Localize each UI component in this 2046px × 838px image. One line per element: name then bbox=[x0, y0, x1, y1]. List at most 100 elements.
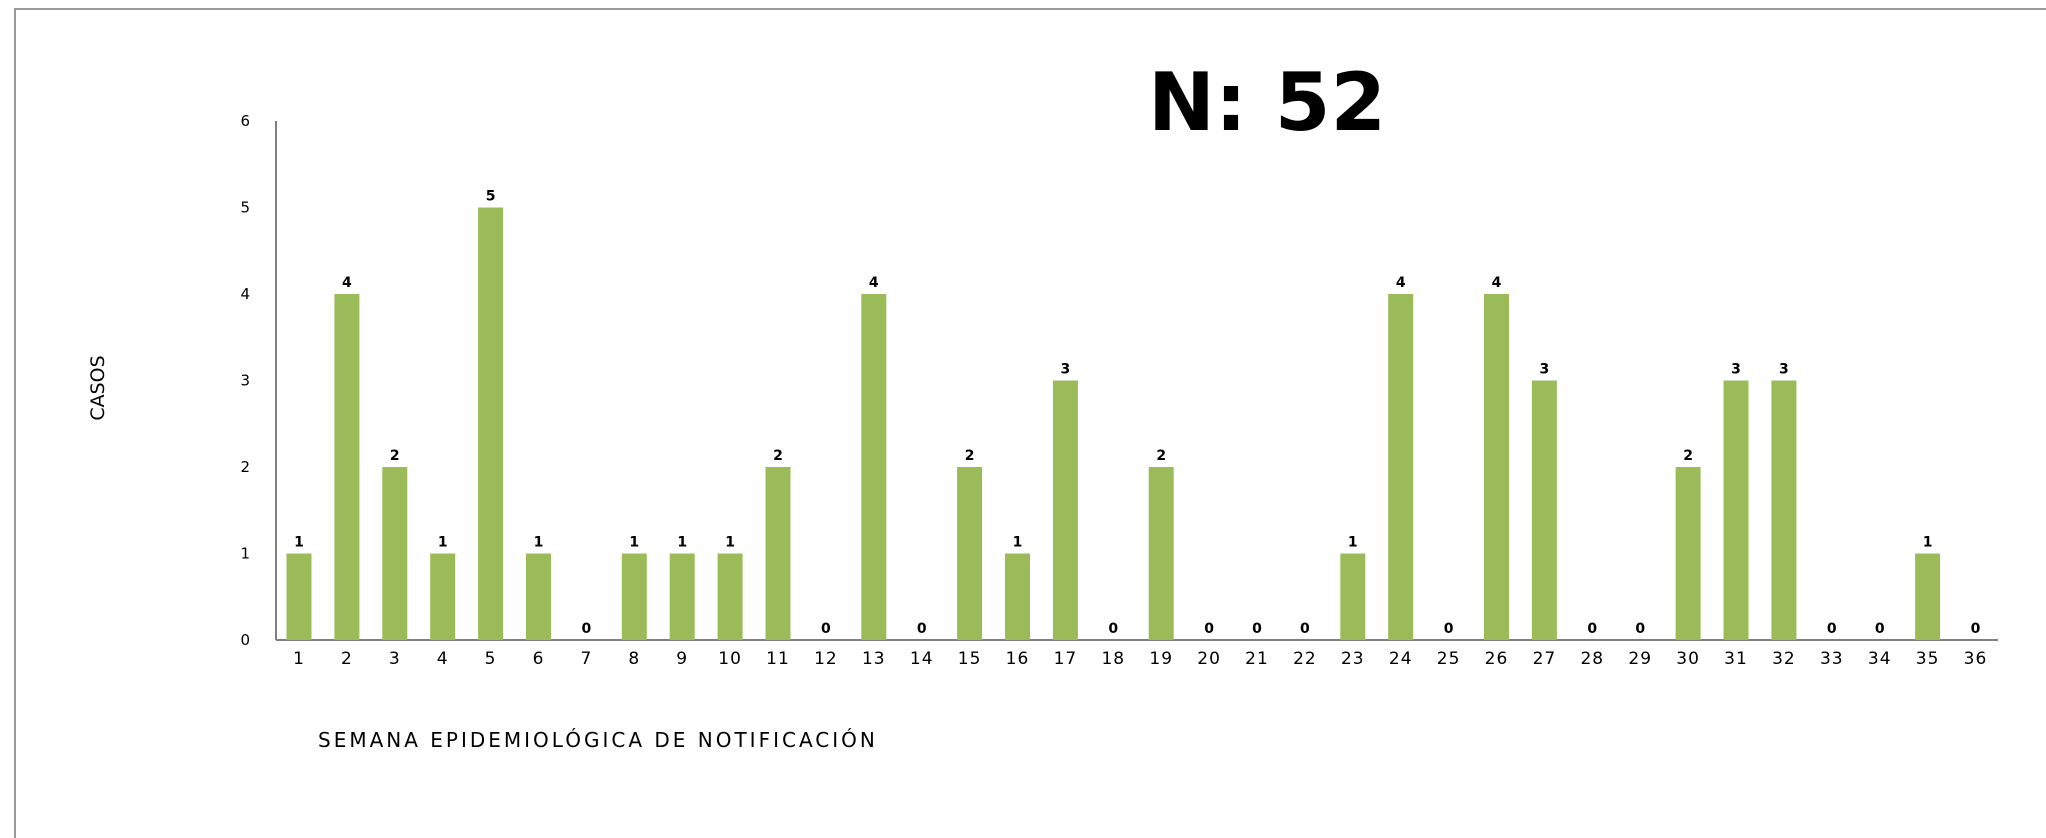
bar bbox=[621, 553, 647, 640]
x-tick-label: 15 bbox=[958, 649, 982, 669]
x-tick-label: 17 bbox=[1054, 649, 1078, 669]
bar-value-label: 3 bbox=[1061, 362, 1071, 378]
bar bbox=[430, 553, 456, 640]
bar bbox=[765, 467, 791, 640]
bar-value-label: 2 bbox=[1683, 448, 1693, 464]
x-tick-label: 29 bbox=[1628, 649, 1652, 669]
bar bbox=[334, 294, 360, 640]
bar bbox=[669, 553, 695, 640]
x-tick-label: 8 bbox=[628, 649, 640, 669]
bar-value-label: 4 bbox=[1396, 275, 1406, 291]
x-tick-label: 35 bbox=[1916, 649, 1940, 669]
x-tick-label: 27 bbox=[1533, 649, 1557, 669]
x-tick-label: 21 bbox=[1245, 649, 1269, 669]
bar bbox=[1771, 380, 1797, 640]
bar-value-label: 0 bbox=[917, 621, 927, 637]
bar bbox=[1388, 294, 1414, 640]
bar bbox=[1484, 294, 1509, 640]
bar bbox=[1005, 553, 1030, 640]
bar bbox=[1340, 553, 1366, 640]
y-axis-label: CASOS bbox=[87, 355, 109, 420]
bar-value-label: 1 bbox=[677, 535, 687, 551]
bar-value-label: 0 bbox=[1635, 621, 1645, 637]
bar bbox=[717, 553, 743, 640]
x-tick-label: 32 bbox=[1772, 649, 1796, 669]
bar bbox=[1531, 380, 1557, 640]
bar-value-label: 3 bbox=[1779, 362, 1789, 378]
x-tick-label: 3 bbox=[389, 649, 401, 669]
y-tick-label: 2 bbox=[240, 458, 250, 476]
y-tick-label: 4 bbox=[240, 285, 250, 303]
x-tick-label: 20 bbox=[1197, 649, 1221, 669]
bar-value-label: 3 bbox=[1731, 362, 1741, 378]
y-tick-label: 0 bbox=[240, 631, 250, 649]
x-tick-label: 25 bbox=[1437, 649, 1461, 669]
bar-value-label: 2 bbox=[773, 448, 783, 464]
y-tick-label: 5 bbox=[240, 199, 250, 217]
bar bbox=[478, 207, 504, 640]
bar-value-label: 1 bbox=[1348, 535, 1358, 551]
x-tick-label: 22 bbox=[1293, 649, 1317, 669]
y-tick-label: 6 bbox=[240, 112, 250, 130]
bar-value-label: 0 bbox=[1204, 621, 1214, 637]
x-tick-label: 10 bbox=[718, 649, 742, 669]
y-ticks: 0 1 2 3 4 5 6 bbox=[240, 112, 250, 649]
bar-value-label: 0 bbox=[1108, 621, 1118, 637]
x-tick-label: 26 bbox=[1485, 649, 1509, 669]
x-tick-label: 23 bbox=[1341, 649, 1365, 669]
bar-value-label: 1 bbox=[1923, 535, 1933, 551]
x-tick-label: 19 bbox=[1149, 649, 1173, 669]
bar-value-label: 1 bbox=[438, 535, 448, 551]
bar bbox=[1723, 380, 1749, 640]
y-tick-label: 1 bbox=[240, 545, 250, 563]
bar-value-label: 0 bbox=[821, 621, 831, 637]
bar-value-label: 0 bbox=[1300, 621, 1310, 637]
x-tick-label: 14 bbox=[910, 649, 934, 669]
axes bbox=[275, 121, 1998, 641]
x-tick-label: 7 bbox=[580, 649, 592, 669]
bar bbox=[526, 553, 551, 640]
bar-value-label: 1 bbox=[1013, 535, 1023, 551]
x-tick-label: 30 bbox=[1676, 649, 1700, 669]
chart-title: N: 52 bbox=[1148, 56, 1386, 149]
bars bbox=[286, 207, 1941, 640]
bar-value-label: 0 bbox=[1971, 621, 1981, 637]
x-tick-label: 6 bbox=[533, 649, 545, 669]
x-tick-label: 9 bbox=[676, 649, 688, 669]
x-tick-label: 13 bbox=[862, 649, 886, 669]
x-tick-label: 31 bbox=[1724, 649, 1748, 669]
bar bbox=[1915, 553, 1941, 640]
x-axis-label: SEMANA EPIDEMIOLÓGICA DE NOTIFICACIÓN bbox=[318, 728, 878, 752]
x-tick-label: 36 bbox=[1964, 649, 1988, 669]
bar-value-label: 4 bbox=[1492, 275, 1502, 291]
bar bbox=[382, 467, 408, 640]
bar-value-label: 5 bbox=[486, 189, 496, 205]
bar-value-label: 4 bbox=[342, 275, 352, 291]
bar-value-label: 0 bbox=[1587, 621, 1597, 637]
chart-frame bbox=[14, 8, 2046, 838]
x-tick-label: 5 bbox=[485, 649, 497, 669]
x-tick-label: 11 bbox=[766, 649, 790, 669]
data-labels: 1 4 2 1 5 1 0 1 1 1 2 0 4 0 2 1 3 0 2 0 0 0 1 4 0 4 3 0 0 2 3 3 0 0 1 0 bbox=[294, 189, 1981, 638]
bar bbox=[286, 553, 312, 640]
bar-value-label: 3 bbox=[1540, 362, 1550, 378]
bar-value-label: 4 bbox=[869, 275, 879, 291]
x-tick-label: 34 bbox=[1868, 649, 1892, 669]
x-tick-label: 18 bbox=[1101, 649, 1125, 669]
x-ticks: 1 2 3 4 5 6 7 8 9 10 11 12 13 14 15 16 17 18 19 20 21 22 23 24 2… bbox=[293, 649, 1988, 669]
bar-value-label: 0 bbox=[582, 621, 592, 637]
x-tick-label: 2 bbox=[341, 649, 353, 669]
bar bbox=[861, 294, 887, 640]
bar-value-label: 2 bbox=[965, 448, 975, 464]
bar-value-label: 0 bbox=[1827, 621, 1837, 637]
x-tick-label: 33 bbox=[1820, 649, 1844, 669]
x-tick-label: 1 bbox=[293, 649, 305, 669]
x-tick-label: 16 bbox=[1006, 649, 1030, 669]
bar-value-label: 0 bbox=[1444, 621, 1454, 637]
bar bbox=[1052, 380, 1078, 640]
bar-value-label: 0 bbox=[1252, 621, 1262, 637]
bar bbox=[1675, 467, 1701, 640]
x-tick-label: 4 bbox=[437, 649, 449, 669]
bar-value-label: 2 bbox=[390, 448, 400, 464]
bar-value-label: 1 bbox=[629, 535, 639, 551]
